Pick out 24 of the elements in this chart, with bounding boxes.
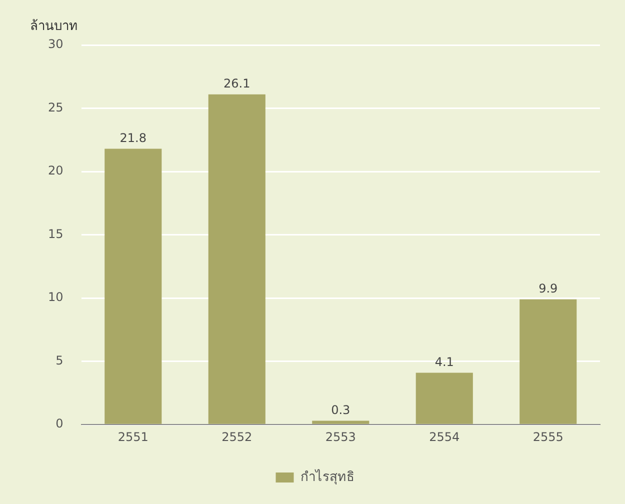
bar	[104, 148, 162, 424]
data-label: 4.1	[434, 354, 454, 369]
bar	[520, 299, 577, 424]
x-tick-label: 2554	[429, 430, 460, 444]
y-tick-label: 10	[48, 290, 64, 304]
y-tick-label: 0	[56, 416, 64, 431]
y-tick-label: 15	[48, 226, 64, 241]
x-tick-label: 2553	[325, 430, 356, 444]
bar	[312, 420, 370, 424]
bar	[208, 94, 266, 424]
x-tick-label: 2552	[222, 430, 252, 444]
data-label: 9.9	[538, 281, 558, 296]
data-label: 21.8	[120, 130, 146, 145]
y-axis-title: ล้านบาท	[30, 18, 78, 34]
y-tick-label: 5	[56, 353, 64, 368]
data-label: 26.1	[224, 76, 250, 90]
y-tick-label: 30	[48, 37, 64, 52]
x-tick-label: 2551	[118, 430, 148, 444]
y-tick-label: 25	[48, 100, 64, 114]
data-label: 0.3	[331, 402, 350, 417]
legend-label: กำไรสุทธิ	[300, 468, 354, 485]
y-tick-label: 20	[48, 164, 64, 178]
x-tick-label: 2555	[532, 430, 564, 444]
bar	[416, 372, 473, 424]
